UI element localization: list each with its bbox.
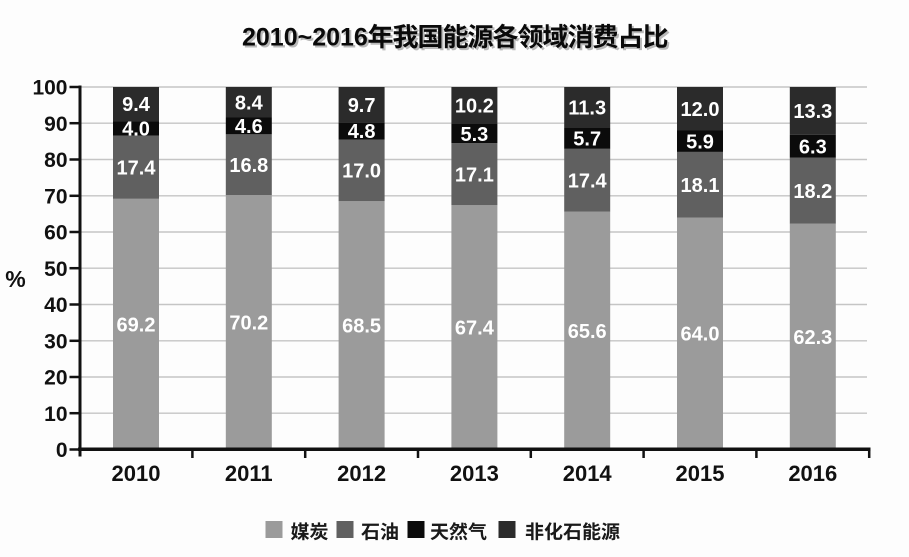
- svg-text:0: 0: [56, 439, 68, 462]
- svg-text:5.3: 5.3: [460, 124, 488, 146]
- svg-text:10.2: 10.2: [455, 96, 494, 118]
- svg-text:2010: 2010: [112, 461, 161, 486]
- svg-text:2014: 2014: [563, 461, 613, 486]
- svg-text:2016: 2016: [788, 461, 837, 486]
- svg-text:18.1: 18.1: [681, 175, 720, 197]
- svg-text:100: 100: [32, 77, 67, 100]
- svg-text:18.2: 18.2: [793, 181, 832, 203]
- svg-text:2010~2016: 2010~2016: [244, 26, 370, 54]
- svg-text:4.8: 4.8: [348, 121, 376, 143]
- svg-text:17.4: 17.4: [117, 157, 157, 179]
- svg-text:60: 60: [44, 222, 67, 245]
- svg-text:6.3: 6.3: [799, 137, 827, 159]
- svg-text:5.7: 5.7: [573, 129, 601, 151]
- svg-text:5.9: 5.9: [686, 131, 714, 153]
- svg-text:4.6: 4.6: [235, 116, 263, 138]
- svg-text:8.4: 8.4: [235, 92, 264, 114]
- svg-text:17.1: 17.1: [455, 164, 494, 186]
- svg-text:17.4: 17.4: [568, 170, 608, 192]
- svg-text:65.6: 65.6: [568, 321, 607, 343]
- svg-text:30: 30: [44, 330, 67, 353]
- svg-text:17.0: 17.0: [342, 161, 381, 183]
- svg-text:%: %: [5, 266, 25, 292]
- svg-text:16.8: 16.8: [229, 155, 268, 177]
- svg-text:2012: 2012: [337, 461, 386, 486]
- svg-text:69.2: 69.2: [117, 314, 156, 336]
- svg-text:67.4: 67.4: [455, 318, 495, 340]
- svg-text:20: 20: [44, 367, 67, 390]
- svg-text:9.4: 9.4: [122, 94, 151, 116]
- svg-text:64.0: 64.0: [681, 324, 720, 346]
- svg-text:90: 90: [44, 113, 67, 136]
- svg-text:11.3: 11.3: [568, 98, 606, 120]
- svg-text:50: 50: [44, 258, 67, 281]
- svg-text:13.3: 13.3: [793, 101, 832, 123]
- svg-text:10: 10: [44, 403, 67, 426]
- svg-text:9.7: 9.7: [348, 95, 376, 117]
- svg-text:2011: 2011: [225, 461, 273, 486]
- svg-text:2015: 2015: [676, 461, 725, 486]
- svg-text:68.5: 68.5: [342, 316, 381, 338]
- svg-text:70.2: 70.2: [229, 313, 268, 335]
- svg-text:2013: 2013: [450, 461, 499, 486]
- svg-text:12.0: 12.0: [681, 99, 720, 121]
- svg-text:62.3: 62.3: [793, 327, 832, 349]
- svg-text:4.0: 4.0: [122, 119, 150, 141]
- svg-text:70: 70: [44, 185, 67, 208]
- svg-text:2010~2016: 2010~2016: [242, 24, 368, 52]
- svg-text:40: 40: [44, 294, 67, 317]
- svg-text:80: 80: [44, 149, 67, 172]
